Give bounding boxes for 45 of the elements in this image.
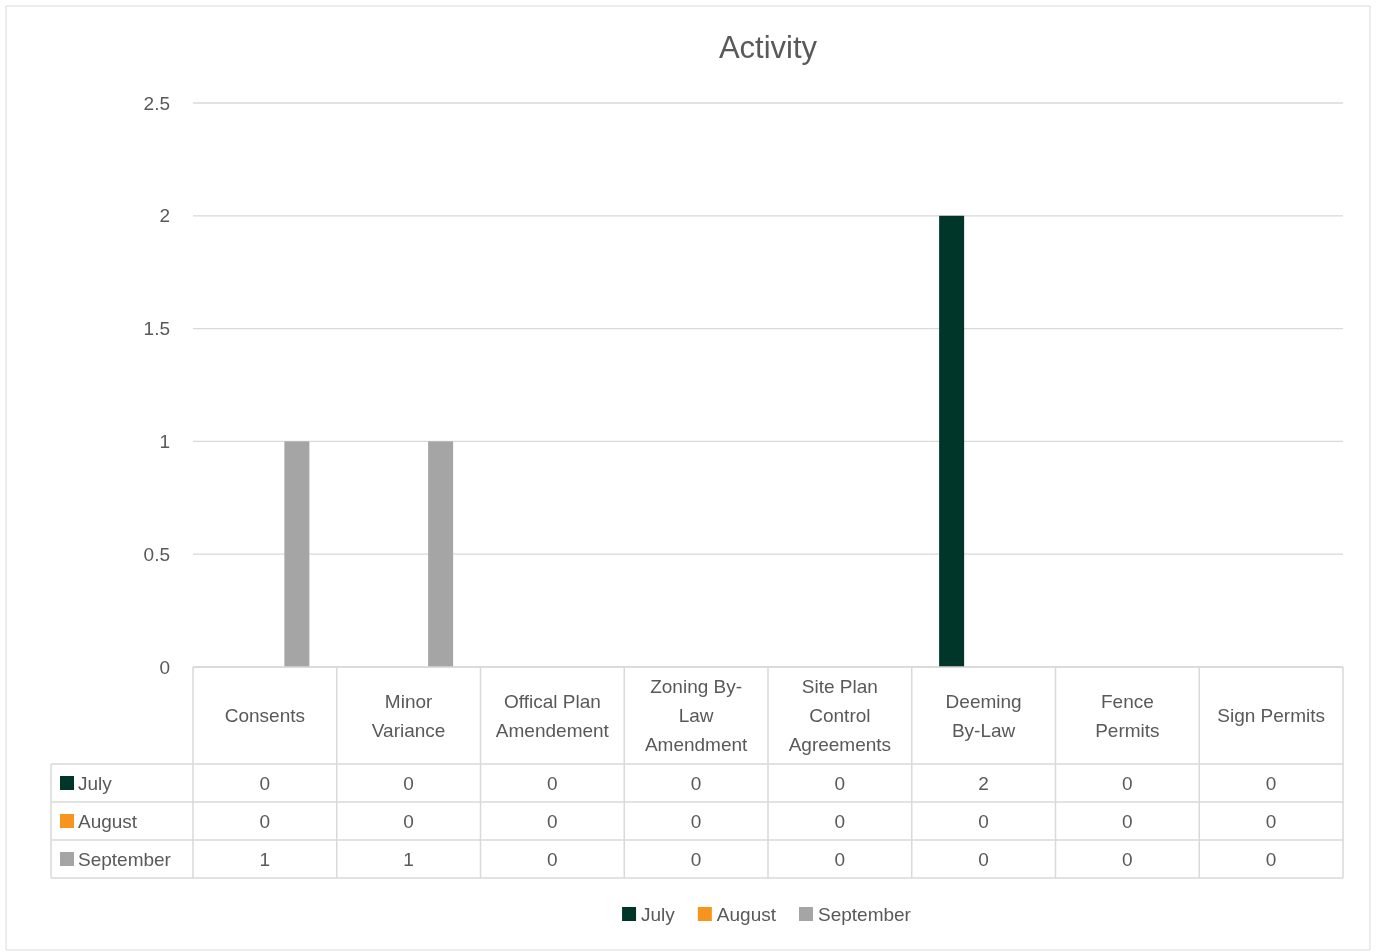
data-label: 0 xyxy=(1122,810,1133,832)
data-label: 0 xyxy=(259,772,271,794)
data-label: 2 xyxy=(978,772,989,794)
chart-title: Activity xyxy=(718,30,818,65)
y-tick-label: 1 xyxy=(159,431,170,453)
data-label: 0 xyxy=(547,810,558,832)
x-tick-label: Zoning By-Law Amendment xyxy=(644,676,749,756)
data-label: 1 xyxy=(259,848,271,870)
data-label: 0 xyxy=(690,772,702,794)
x-tick-label: Consents xyxy=(224,705,306,727)
x-tick-label: Minor Variance xyxy=(371,690,446,741)
data-label: 0 xyxy=(1265,848,1277,870)
data-label: 0 xyxy=(1122,772,1133,794)
x-tick-label: Sign Permits xyxy=(1217,705,1325,727)
y-tick-label: 1.5 xyxy=(143,318,170,340)
data-label: 0 xyxy=(547,772,558,794)
y-tick-label: 2 xyxy=(159,205,170,227)
data-label: 1 xyxy=(403,848,414,870)
data-label: 0 xyxy=(978,848,989,870)
legend-label: July xyxy=(641,903,676,925)
legend-label: September xyxy=(78,848,172,870)
data-label: 0 xyxy=(1122,848,1133,870)
y-tick-label: 0 xyxy=(159,656,170,678)
data-label: 0 xyxy=(834,810,846,832)
data-label: 0 xyxy=(259,810,271,832)
data-label: 0 xyxy=(978,810,989,832)
data-label: 0 xyxy=(547,848,558,870)
y-tick-label: 2.5 xyxy=(143,92,170,114)
data-label: 0 xyxy=(690,848,702,870)
text: September xyxy=(818,903,911,925)
data-label: 0 xyxy=(403,772,414,794)
x-tick-label: Fence Permits xyxy=(1095,690,1160,741)
data-label: 0 xyxy=(690,810,702,832)
data-label: 0 xyxy=(1265,810,1277,832)
text: July xyxy=(78,772,112,794)
data-label: 0 xyxy=(1265,772,1277,794)
x-tick-label: Site Plan Control Agreements xyxy=(788,676,892,756)
data-label: 0 xyxy=(403,810,414,832)
y-tick-label: 0.5 xyxy=(143,543,170,565)
x-tick-label: Deeming By-Law xyxy=(945,690,1022,741)
legend-label: August xyxy=(78,810,138,832)
x-tick-label: Offical Plan Amendement xyxy=(495,690,610,741)
data-label: 0 xyxy=(834,772,846,794)
text: August xyxy=(716,903,776,925)
data-label: 0 xyxy=(834,848,846,870)
